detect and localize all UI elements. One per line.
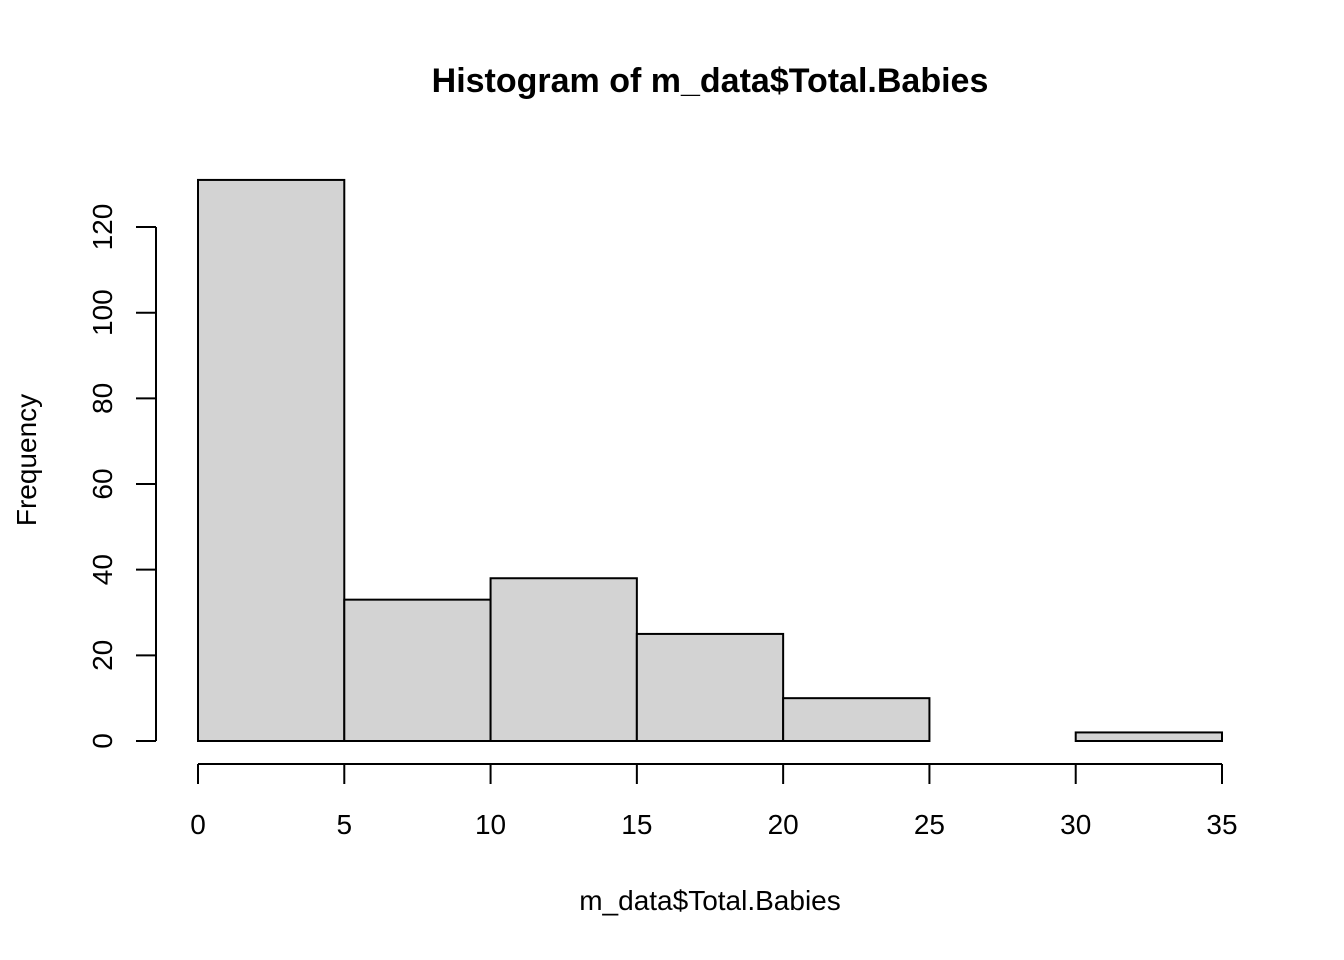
histogram-bar-10-15 [489,577,638,742]
x-axis-label: m_data$Total.Babies [579,885,841,916]
y-tick-label-80: 80 [87,383,118,414]
x-tick-label-15: 15 [621,809,652,840]
y-tick-label-20: 20 [87,640,118,671]
y-tick-label-40: 40 [87,554,118,585]
histogram-bar-0-5 [197,178,346,742]
x-tick-label-0: 0 [190,809,206,840]
chart-title: Histogram of m_data$Total.Babies [432,62,989,100]
y-tick-label-120: 120 [87,204,118,251]
x-tick-label-35: 35 [1206,809,1237,840]
histogram-bar-30-35 [1074,731,1223,743]
x-tick-label-25: 25 [914,809,945,840]
histogram-bar-15-20 [635,632,785,742]
histogram-bar-5-10 [343,598,492,743]
x-tick-label-30: 30 [1060,809,1091,840]
x-axis: 0 5 10 15 20 25 30 35 [190,763,1238,840]
histogram-bar-20-25 [782,697,931,742]
x-tick-label-20: 20 [768,809,799,840]
x-tick-label-10: 10 [475,809,506,840]
y-tick-label-100: 100 [87,289,118,336]
y-tick-label-60: 60 [87,468,118,499]
x-tick-label-5: 5 [336,809,352,840]
y-axis: 0 20 40 60 80 100 120 [87,204,157,749]
bars-group [197,178,1223,743]
y-axis-label: Frequency [11,394,42,526]
y-tick-label-0: 0 [87,733,118,749]
